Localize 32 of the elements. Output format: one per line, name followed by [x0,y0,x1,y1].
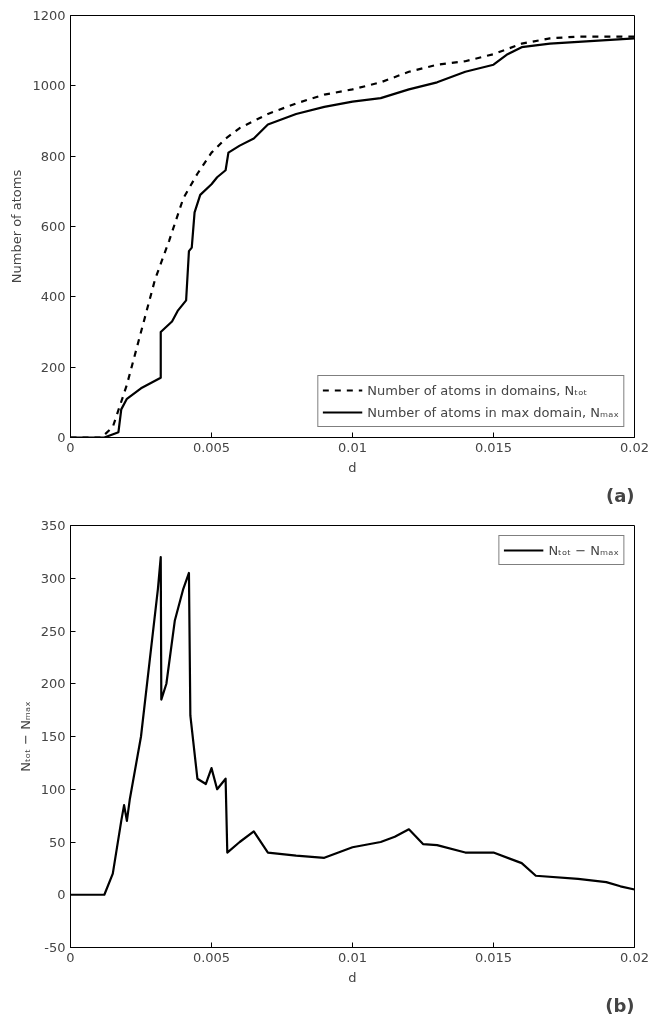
legend-label: Number of atoms in domains, Nₜₒₜ [367,382,588,398]
x-tick-label: 0.01 [338,439,367,455]
x-tick-label: 0.02 [620,439,649,455]
y-tick-label: 800 [40,148,66,164]
y-tick-label: 100 [40,781,66,797]
x-axis-title: d [348,969,357,985]
y-tick-label: 400 [40,289,66,305]
y-axis-title: Number of atoms [9,169,25,284]
y-tick-label: 150 [40,729,66,744]
x-tick-label: 0.015 [474,949,513,965]
y-tick-label: 50 [48,834,66,850]
y-tick-label: 200 [40,359,66,375]
text: (a) [605,484,635,506]
y-tick-label: 600 [40,219,66,234]
x-tick-label: 0.02 [620,949,649,965]
legend-label: Nₜₒₜ − Nₘₐₓ [548,542,619,558]
x-tick-label: 0.005 [192,949,231,965]
y-tick-label: 200 [40,676,66,692]
text: (b) [605,994,635,1016]
x-axis-title: d [348,459,357,475]
legend-label: Number of atoms in max domain, Nₘₐₓ [367,404,619,420]
x-tick-label: 0.01 [338,949,367,965]
y-tick-label: -50 [44,940,66,955]
y-tick-label: 350 [40,518,66,533]
y-tick-label: 0 [57,887,66,903]
y-axis-title: Nₜₒₜ − Nₘₐₓ [17,700,33,772]
x-tick-label: 0.015 [474,439,513,455]
y-tick-label: 1000 [32,78,66,94]
y-tick-label: 1200 [32,8,66,23]
x-tick-label: 0.005 [192,439,231,455]
y-tick-label: 300 [40,570,66,586]
y-tick-label: 250 [40,623,66,639]
